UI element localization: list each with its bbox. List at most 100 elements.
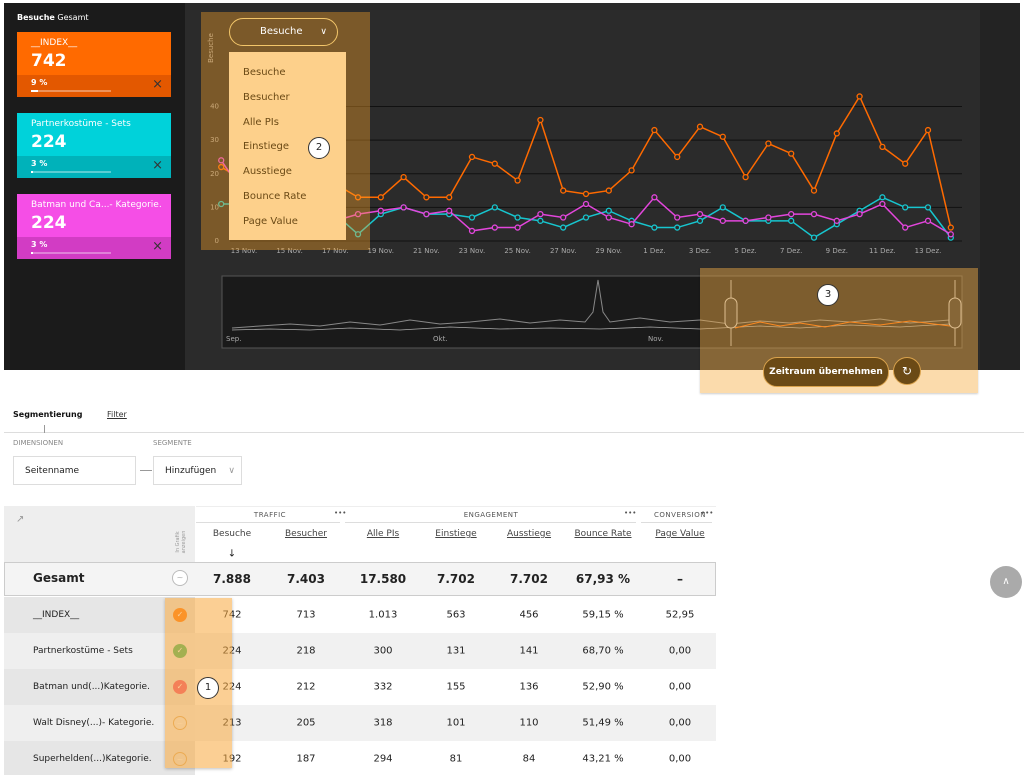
metric-selected: Besuche <box>260 26 303 37</box>
data-point <box>560 214 567 221</box>
row-value: 52,90 % <box>582 681 624 693</box>
row-value: 59,15 % <box>582 609 624 621</box>
x-tick-label: 15 Nov. <box>276 247 302 255</box>
row-value: 110 <box>519 717 539 729</box>
data-point <box>696 210 704 218</box>
divider <box>4 432 1024 433</box>
title-bold: Besuche <box>17 13 55 22</box>
x-tick-label: 3 Dez. <box>689 247 711 255</box>
column-header[interactable]: Bounce Rate <box>574 529 632 539</box>
data-point <box>605 187 612 194</box>
connector <box>140 470 152 471</box>
row-value: 456 <box>519 609 539 621</box>
menu-item[interactable]: Einstiege <box>243 141 289 153</box>
row-label-bg <box>4 633 195 669</box>
menu-item[interactable]: Ausstiege <box>243 166 292 178</box>
menu-item[interactable]: Bounce Rate <box>243 191 307 202</box>
data-point <box>902 224 909 231</box>
column-group: TRAFFIC <box>253 511 287 519</box>
overview-box <box>221 275 963 349</box>
menu-item[interactable]: Page Value <box>243 215 298 227</box>
table-rule <box>196 506 716 507</box>
data-point <box>765 214 772 221</box>
data-point <box>765 140 772 147</box>
row-value: 43,21 % <box>582 753 624 765</box>
row-value: 131 <box>446 645 466 657</box>
column-header[interactable]: Page Value <box>655 529 705 539</box>
column-header[interactable]: Alle PIs <box>366 529 400 539</box>
row-value: 0,00 <box>668 645 692 657</box>
total-value: 7.702 <box>437 572 475 586</box>
data-point <box>856 210 863 218</box>
data-point <box>947 224 954 231</box>
title-rest: Gesamt <box>57 13 89 22</box>
segment-select[interactable]: Hinzufügen ∨ <box>153 456 242 485</box>
row-value: 136 <box>519 681 539 693</box>
data-point <box>605 207 612 214</box>
data-point <box>902 160 909 167</box>
segment-value: Hinzufügen <box>165 466 217 476</box>
card-percent: 3 % <box>31 159 48 168</box>
row-bg <box>195 597 716 633</box>
row-value: 192 <box>222 753 242 765</box>
segment-card[interactable]: __INDEX__ 742 9 % × <box>17 32 171 97</box>
row-value: 0,00 <box>668 717 692 729</box>
data-point <box>924 204 932 211</box>
dimension-select[interactable]: Seitenname <box>13 456 136 485</box>
total-value: 17.580 <box>359 572 407 586</box>
card-value: 224 <box>31 132 67 152</box>
graph-toggle-label: In Grafik anzeigen <box>175 530 187 554</box>
row-value: 1.013 <box>368 609 398 621</box>
annotation-marker: 3 <box>817 284 839 306</box>
data-point <box>924 126 932 134</box>
apply-button[interactable]: Zeitraum übernehmen <box>763 357 889 387</box>
row-value: 742 <box>222 609 242 621</box>
data-point <box>537 210 544 218</box>
row-value: 205 <box>296 717 316 729</box>
data-point <box>514 224 521 231</box>
row-value: 294 <box>373 753 393 765</box>
y-tick-label: 30 <box>210 136 219 144</box>
menu-item[interactable]: Besucher <box>243 91 290 103</box>
row-value: 81 <box>449 753 463 765</box>
menu-item[interactable]: Alle PIs <box>243 116 279 128</box>
data-point <box>788 150 795 157</box>
data-point <box>788 210 795 218</box>
column-header[interactable]: Ausstiege <box>506 529 552 539</box>
data-point <box>446 194 453 201</box>
tab[interactable]: Filter <box>107 410 127 419</box>
data-point <box>582 200 590 208</box>
data-point <box>377 194 384 201</box>
row-value: 51,49 % <box>582 717 624 729</box>
group-rule <box>196 522 340 523</box>
segment-card[interactable]: Partnerkostüme - Sets 224 3 % × <box>17 113 171 178</box>
x-tick-label: 17 Nov. <box>322 247 348 255</box>
segments-label: SEGMENTE <box>153 439 192 447</box>
range-handle[interactable] <box>724 297 738 329</box>
data-point <box>537 116 544 124</box>
x-tick-label: 5 Dez. <box>734 247 756 255</box>
data-point <box>674 153 681 161</box>
column-header[interactable]: Besuche <box>212 529 252 539</box>
reset-button[interactable]: ↻ <box>893 357 921 385</box>
y-tick-label: 20 <box>210 170 219 178</box>
column-header[interactable]: Einstiege <box>435 529 477 539</box>
row-value: 52,95 <box>665 609 695 621</box>
segment-card[interactable]: Batman und Ca...- Kategorie. 224 3 % × <box>17 194 171 259</box>
data-point <box>491 160 498 167</box>
row-value: 224 <box>222 645 242 657</box>
y-axis-label: Besuche <box>207 33 215 63</box>
data-point <box>810 210 818 218</box>
column-group: ENGAGEMENT <box>463 511 519 519</box>
data-point <box>719 133 726 140</box>
metric-select[interactable]: Besuche ∨ <box>229 18 338 46</box>
total-value: 7.888 <box>213 572 251 586</box>
scroll-top-button[interactable]: ∧ <box>990 566 1022 598</box>
row-value: 187 <box>296 753 316 765</box>
column-header[interactable]: Besucher <box>285 529 327 539</box>
range-handle[interactable] <box>948 297 962 329</box>
menu-item[interactable]: Besuche <box>243 67 286 78</box>
annotation-marker: 1 <box>197 677 219 699</box>
tab-active[interactable]: Segmentierung <box>13 410 83 419</box>
row-value: 68,70 % <box>582 645 624 657</box>
